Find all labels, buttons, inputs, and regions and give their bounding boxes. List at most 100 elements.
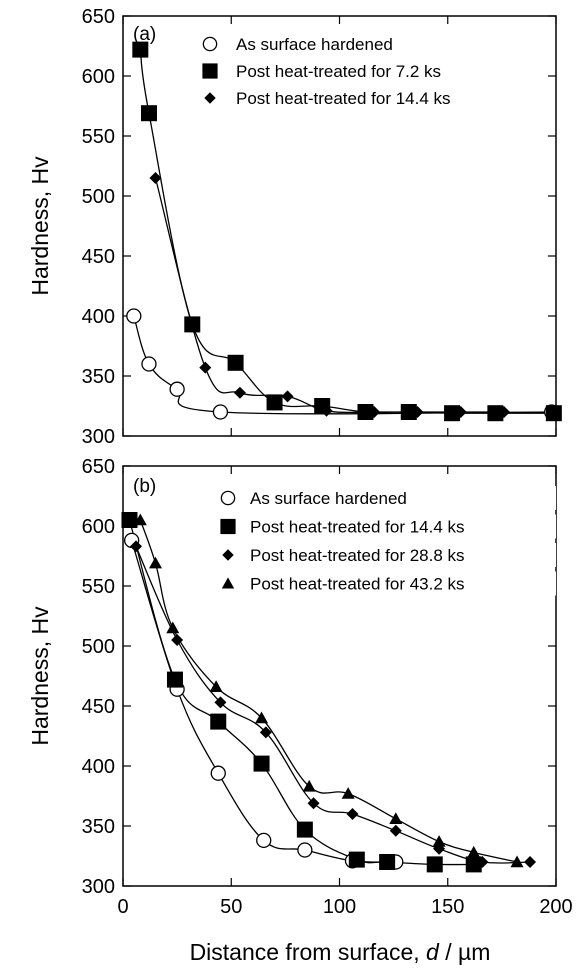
panel-a-chart: 300 350 400 450 500 550 600 650 (a) As surface …: [27, 6, 562, 448]
panel-b-legend-bg-3: [216, 543, 556, 567]
panel-a-data-point-series-3: [498, 406, 511, 418]
panel-a-series-markers: [126, 41, 562, 422]
panel-b-legend-label-1: As surface hardened: [250, 489, 407, 508]
panel-a-legend-bg-3: [198, 86, 538, 110]
x-axis-title: Distance from surface, d / µm: [190, 939, 491, 965]
panel-a-legend-bg-2: [198, 59, 538, 83]
panel-b-data-point-series-3: [524, 856, 537, 868]
panel-b-data-point-series-4: [510, 855, 524, 868]
panel-b-data-point-series-4: [389, 812, 403, 824]
panel-b-y-tick-label: 650: [82, 456, 115, 478]
panel-b-y-tick-label: 350: [82, 816, 115, 838]
panel-a-legend-marker-2: [202, 63, 218, 79]
panel-a-y-tick-label: 300: [82, 426, 115, 448]
panel-a-data-point-series-2: [545, 405, 562, 422]
panel-a-data-point-series-2: [487, 405, 504, 422]
panel-a-data-point-series-3: [411, 406, 424, 418]
panel-b-data-point-series-4: [467, 845, 481, 858]
panel-b-legend-marker-4: [221, 577, 235, 589]
panel-b-legend-label-2: Post heat-treated for 14.4 ks: [250, 518, 465, 537]
panel-b-label: (b): [133, 476, 156, 497]
panel-b-series-markers: [121, 512, 537, 873]
panel-a-data-point-series-2: [184, 316, 201, 333]
panel-a-legend-label-3: Post heat-treated for 14.4 ks: [236, 89, 451, 108]
panel-a-y-tick-label: 400: [82, 306, 115, 328]
panel-a-y-tick-label: 600: [82, 66, 115, 88]
panel-b-data-point-series-3: [129, 540, 142, 553]
panel-a-data-point-series-1: [126, 308, 142, 324]
panel-a-legend-marker-3: [204, 92, 216, 104]
x-axis-title-prefix: Distance from surface,: [190, 939, 426, 965]
panel-a-data-point-series-2: [140, 105, 157, 122]
panel-b-chart: 300 350 400 450 500 550 600 650 0 50 100 150 200 (b)…: [27, 456, 573, 965]
panel-a-legend-label-1: As surface hardened: [236, 35, 393, 54]
panel-a-label: (a): [133, 24, 156, 45]
panel-a-data-point-series-1: [212, 404, 229, 420]
panel-a-data-point-series-2: [444, 405, 461, 422]
x-axis-title-unit: / µm: [439, 939, 491, 965]
panel-a-data-point-series-3: [320, 404, 333, 417]
panel-a-data-point-series-3: [149, 172, 162, 184]
panel-b-series-line-3: [135, 546, 531, 864]
panel-b-x-tick-label: 150: [431, 896, 464, 918]
panel-b-data-point-series-2: [296, 821, 313, 838]
panel-b-data-point-series-2: [465, 856, 482, 873]
panel-a-data-point-series-3: [199, 361, 212, 374]
panel-a-legend-bg-1: [198, 32, 538, 56]
panel-b-data-point-series-4: [341, 787, 355, 799]
panel-b-data-point-series-3: [171, 634, 184, 646]
panel-b-axes: 300 350 400 450 500 550 600 650 0 50 100 150 200: [82, 456, 573, 918]
panel-b-y-tick-label: 300: [82, 876, 115, 898]
panel-a-data-point-series-1: [169, 381, 185, 397]
panel-b-legend-marker-1: [220, 490, 236, 506]
panel-b-data-point-series-2: [210, 713, 227, 730]
panel-a-y-tick-label: 450: [82, 246, 115, 268]
panel-b-data-point-series-1: [297, 842, 313, 858]
panel-b-data-point-series-3: [259, 726, 272, 739]
panel-a-data-point-series-2: [266, 394, 283, 411]
panel-b-data-point-series-4: [166, 621, 180, 634]
panel-b-data-point-series-2: [348, 851, 365, 868]
panel-b-x-tick-label: 50: [220, 896, 242, 918]
panel-a-data-point-series-3: [233, 386, 246, 399]
panel-b-data-point-series-1: [256, 832, 272, 849]
panel-b-legend-bg-1: [216, 486, 556, 510]
panel-b-data-point-series-2: [166, 671, 183, 688]
panel-b-y-tick-label: 600: [82, 516, 115, 538]
panel-a-data-point-series-3: [454, 406, 467, 418]
panel-a-data-point-series-1: [141, 356, 157, 372]
panel-a-y-tick-label: 650: [82, 6, 115, 28]
panel-a-y-axis-title: Hardness, Hv: [27, 156, 53, 296]
panel-b-data-point-series-3: [346, 808, 359, 820]
panel-b-y-tick-label: 450: [82, 696, 115, 718]
panel-b-data-point-series-2: [121, 512, 138, 528]
panel-b-data-point-series-4: [133, 513, 147, 526]
panel-b-legend-marker-3: [222, 549, 234, 561]
x-axis-title-variable: d: [426, 939, 440, 965]
panel-b-data-point-series-4: [255, 711, 269, 724]
panel-b-data-point-series-3: [389, 824, 402, 837]
panel-b-data-point-series-4: [432, 835, 446, 847]
panel-a-data-point-series-3: [281, 390, 294, 403]
panel-b-y-axis-title: Hardness, Hv: [27, 606, 53, 746]
panel-b-data-point-series-1: [210, 765, 226, 781]
panel-b-data-point-series-2: [253, 755, 270, 772]
panel-b-series-line-4: [139, 519, 518, 863]
panel-b-y-tick-label: 400: [82, 756, 115, 778]
panel-b-data-point-series-2: [426, 856, 443, 873]
panel-b-data-point-series-2: [379, 854, 396, 870]
panel-a-data-point-series-3: [368, 406, 381, 418]
panel-b-data-point-series-4: [302, 779, 316, 792]
panel-b-x-tick-label: 200: [539, 896, 572, 918]
panel-a-data-point-series-2: [400, 404, 417, 420]
panel-b-x-tick-label: 100: [323, 896, 356, 918]
panel-b-legend: As surface hardened Post heat-treated for…: [216, 486, 556, 596]
panel-a-series-line-3: [154, 177, 505, 414]
panel-b-data-point-series-4: [148, 556, 162, 569]
panel-b-legend-label-3: Post heat-treated for 28.8 ks: [250, 546, 465, 565]
panel-a-data-point-series-2: [227, 354, 244, 371]
panel-b-data-point-series-3: [476, 856, 489, 868]
panel-b-y-tick-label: 500: [82, 636, 115, 658]
panel-b-legend-bg-2: [216, 514, 556, 539]
